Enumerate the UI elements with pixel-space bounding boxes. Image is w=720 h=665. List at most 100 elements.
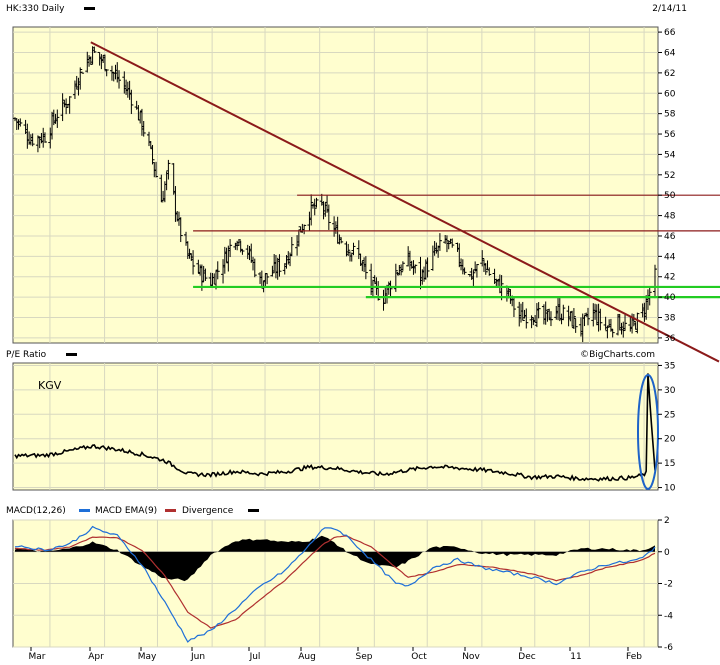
- price-bar: [450, 238, 455, 248]
- macd-legend-swatch-divergence: [248, 509, 259, 512]
- price-bar: [240, 249, 245, 255]
- price-bar: [413, 264, 418, 274]
- macd-grid: [13, 519, 658, 648]
- month-label: 11: [570, 652, 581, 662]
- price-bar: [67, 96, 72, 114]
- price-bar: [252, 258, 257, 278]
- macd-legend-swatch-macd: [79, 509, 90, 512]
- price-bar: [623, 314, 628, 331]
- price-bar: [346, 243, 351, 256]
- price-bar: [166, 159, 171, 180]
- price-bar: [610, 328, 615, 338]
- month-label: Oct: [411, 652, 427, 662]
- y-tick-label: 36: [664, 334, 676, 344]
- price-bar: [277, 254, 282, 277]
- price-bar: [79, 71, 84, 74]
- price-bar: [474, 264, 479, 278]
- month-label: Apr: [88, 652, 104, 662]
- price-axis: 36 38 40 42 44 46 48 50 52 54 56 58 60 62 64 66: [658, 28, 676, 344]
- y-tick-label: 64: [664, 48, 676, 58]
- price-bar: [265, 272, 270, 285]
- price-bar: [462, 267, 467, 275]
- y-tick-label: 50: [664, 191, 676, 201]
- price-panel-bg: [12, 26, 659, 344]
- month-label: Dec: [518, 652, 535, 662]
- pe-series-label: KGV: [38, 379, 62, 392]
- y-tick-label: 30: [664, 386, 676, 396]
- price-bar: [141, 121, 146, 137]
- month-label: Jun: [190, 652, 205, 662]
- price-bar: [203, 268, 208, 281]
- price-bar: [437, 233, 442, 251]
- price-bar: [102, 54, 107, 71]
- divergence-area: [15, 535, 655, 582]
- price-bar: [561, 304, 566, 321]
- price-bar: [191, 250, 196, 275]
- macd-lines: [14, 525, 656, 643]
- y-tick-label: -2: [664, 580, 673, 590]
- price-bar: [104, 69, 109, 77]
- price-bar: [400, 261, 405, 271]
- y-tick-label: 35: [664, 361, 675, 371]
- y-tick-label: 48: [664, 212, 676, 222]
- pe-axis: 10 15 20 25 30 35: [658, 361, 676, 494]
- price-bar: [653, 264, 657, 299]
- y-tick-label: 58: [664, 110, 676, 120]
- macd-legend-label-divergence: Divergence: [182, 506, 234, 516]
- price-bar: [78, 67, 83, 90]
- y-tick-label: 46: [664, 232, 676, 242]
- price-bar: [42, 132, 47, 143]
- price-bar: [363, 256, 368, 280]
- price-bar: [314, 197, 319, 208]
- price-bar: [289, 236, 294, 257]
- chart-title: HK:330 Daily: [6, 4, 65, 14]
- y-tick-label: 15: [664, 459, 675, 469]
- y-tick-label: 40: [664, 293, 676, 303]
- price-bar: [573, 317, 578, 333]
- price-annotations: [90, 41, 720, 363]
- price-bar: [339, 237, 344, 244]
- month-axis: Mar Apr May Jun Jul Aug Sep Oct Nov Dec 11 Feb: [29, 647, 642, 662]
- price-bar: [471, 270, 476, 286]
- y-tick-label: 56: [664, 130, 676, 140]
- price-bar: [586, 307, 591, 326]
- price-bar: [228, 239, 233, 258]
- price-bar: [388, 280, 393, 298]
- month-label: May: [138, 652, 157, 662]
- price-bar: [215, 261, 220, 280]
- price-bar: [178, 217, 183, 243]
- y-tick-label: 54: [664, 150, 676, 160]
- chart-date: 2/14/11: [652, 4, 687, 14]
- y-tick-label: 42: [664, 273, 675, 283]
- price-bar: [635, 312, 640, 334]
- price-bar: [30, 133, 35, 147]
- month-label: Feb: [626, 652, 642, 662]
- price-bar: [129, 89, 134, 115]
- y-tick-label: 66: [664, 28, 676, 38]
- y-tick-label: 25: [664, 410, 675, 420]
- price-bar: [524, 308, 529, 329]
- price-bar: [92, 46, 97, 53]
- price-bars: [13, 46, 657, 343]
- y-tick-label: -4: [664, 611, 673, 621]
- y-tick-label: 60: [664, 89, 676, 99]
- price-bar: [480, 250, 485, 267]
- price-bar: [351, 242, 356, 256]
- macd-line: [14, 525, 656, 643]
- month-label: Mar: [29, 652, 46, 662]
- macd-legend-label-ema: MACD EMA(9): [95, 506, 157, 516]
- y-tick-label: 0: [664, 548, 670, 558]
- y-tick-label: 52: [664, 171, 675, 181]
- pe-legend-swatch: [66, 353, 77, 356]
- price-bar: [312, 198, 317, 216]
- macd-legend-swatch-ema: [165, 509, 176, 512]
- price-bar: [18, 118, 23, 127]
- y-tick-label: 62: [664, 69, 675, 79]
- price-bar: [425, 257, 430, 278]
- watermark: ©BigCharts.com: [580, 350, 655, 360]
- y-tick-label: 20: [664, 435, 676, 445]
- y-tick-label: 44: [664, 252, 676, 262]
- pe-panel-title: P/E Ratio: [6, 350, 47, 360]
- month-label: Sep: [356, 652, 373, 662]
